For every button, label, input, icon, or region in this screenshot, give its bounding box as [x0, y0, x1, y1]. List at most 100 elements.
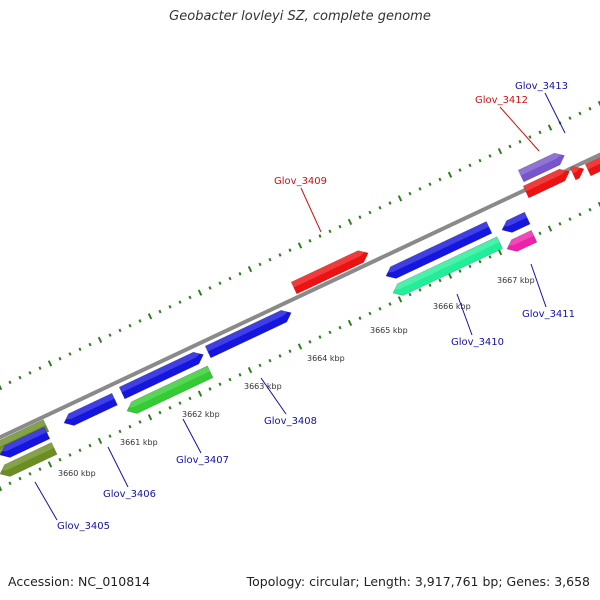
tick-mark: [28, 371, 32, 375]
accession-text: Accession: NC_010814: [8, 574, 151, 589]
tick-mark: [308, 340, 312, 344]
gene-arrow-glov_3406[interactable]: [61, 392, 118, 429]
tick-mark: [178, 401, 182, 405]
tick-mark: [408, 191, 412, 196]
gene-label-glov_3412[interactable]: Glov_3412: [475, 95, 528, 106]
tick-mark: [547, 124, 553, 131]
gene-arrow-glov_3412[interactable]: [522, 166, 572, 199]
gene-label-glov_3413[interactable]: Glov_3413: [515, 81, 568, 92]
gene-label-glov_3411[interactable]: Glov_3411: [522, 309, 575, 320]
tick-mark: [158, 309, 162, 314]
tick-mark: [88, 342, 92, 347]
tick-mark: [118, 429, 122, 434]
tick-mark: [168, 305, 172, 309]
tick-mark: [447, 272, 453, 279]
tick-mark: [147, 313, 153, 320]
gene-arrow-glov_3405[interactable]: [0, 442, 58, 480]
gene-arrow-unlabeled[interactable]: [383, 221, 493, 282]
gene-arrow-glov_3412[interactable]: [584, 151, 600, 177]
tick-mark: [358, 316, 362, 320]
tick-mark: [328, 229, 332, 234]
diagram-title: Geobacter lovleyi SZ, complete genome: [169, 9, 431, 24]
backbone-line: [0, 152, 600, 440]
tick-label: 3660 kbp: [58, 469, 96, 478]
tick-mark: [88, 443, 92, 448]
tick-mark: [58, 356, 62, 361]
leader-line: [530, 263, 547, 308]
gene-arrow-unlabeled[interactable]: [499, 211, 531, 236]
gene-arrow-glov_3411[interactable]: [504, 229, 538, 255]
tick-mark: [347, 319, 353, 327]
gene-arrow-glov_3408[interactable]: [118, 349, 206, 400]
tick-mark: [497, 249, 503, 256]
tick-mark: [568, 217, 572, 221]
tick-mark: [197, 390, 203, 397]
tick-mark: [188, 295, 192, 300]
tick-label: 3666 kbp: [433, 302, 471, 311]
gene-label-glov_3410[interactable]: Glov_3410: [451, 337, 504, 348]
tick-mark: [188, 396, 192, 401]
tick-mark: [0, 485, 3, 492]
tick-mark: [418, 187, 422, 191]
tick-mark: [258, 363, 262, 368]
gene-arrow-glov_3407[interactable]: [124, 365, 214, 417]
tick-mark: [447, 171, 453, 178]
tick-mark: [368, 210, 372, 215]
gene-arrow-glov_3413[interactable]: [517, 150, 567, 183]
gene-label-glov_3406[interactable]: Glov_3406: [103, 489, 156, 500]
gene-arrow-glov_3408[interactable]: [204, 307, 294, 359]
gene-label-glov_3405[interactable]: Glov_3405: [57, 521, 110, 532]
tick-mark: [478, 259, 482, 264]
tick-mark: [18, 476, 22, 481]
leader-line: [34, 481, 58, 521]
tick-mark: [497, 148, 503, 155]
gene-label-glov_3407[interactable]: Glov_3407: [176, 455, 229, 466]
tick-mark: [58, 457, 62, 462]
gene-arrow-glov_3406[interactable]: [0, 426, 51, 461]
gene-arrow-glov_3409[interactable]: [290, 247, 371, 295]
gene-arrow-glov_3410[interactable]: [390, 236, 503, 299]
tick-mark: [558, 222, 562, 226]
tick-mark: [208, 286, 212, 290]
tick-mark: [397, 195, 403, 202]
tick-mark: [197, 289, 203, 296]
tick-mark: [297, 343, 303, 350]
gene-label-glov_3408[interactable]: Glov_3408: [264, 416, 317, 427]
tick-mark: [68, 453, 72, 457]
tick-mark: [388, 201, 392, 205]
leader-line: [182, 418, 202, 454]
tick-mark: [97, 437, 103, 444]
tick-mark: [428, 283, 432, 287]
tick-label: 3661 kbp: [120, 438, 158, 447]
tick-mark: [97, 336, 103, 343]
tick-mark: [597, 201, 600, 208]
tick-mark: [468, 163, 472, 168]
tick-mark: [338, 224, 342, 229]
tick-mark: [278, 253, 282, 257]
tick-mark: [128, 323, 132, 328]
tick-mark: [78, 347, 82, 352]
tick-mark: [328, 330, 332, 335]
tick-mark: [268, 358, 272, 363]
tick-mark: [478, 158, 482, 163]
tick-mark: [538, 130, 542, 135]
tick-mark: [78, 448, 82, 453]
tick-mark: [528, 135, 532, 139]
tick-mark: [288, 248, 292, 252]
tick-mark: [468, 264, 472, 269]
gene-arrow-glov_3412[interactable]: [569, 163, 586, 181]
tick-mark: [578, 212, 582, 217]
tick-mark: [247, 265, 253, 273]
tick-mark: [488, 154, 492, 158]
tick-mark: [488, 255, 492, 259]
tick-mark: [8, 380, 12, 385]
gene-label-glov_3409[interactable]: Glov_3409: [274, 176, 327, 187]
tick-mark: [378, 205, 382, 210]
tick-mark: [247, 366, 253, 374]
tick-mark: [168, 406, 172, 410]
tick-mark: [147, 414, 153, 421]
tick-mark: [47, 360, 53, 367]
tick-mark: [338, 325, 342, 330]
leader-line: [544, 92, 566, 134]
